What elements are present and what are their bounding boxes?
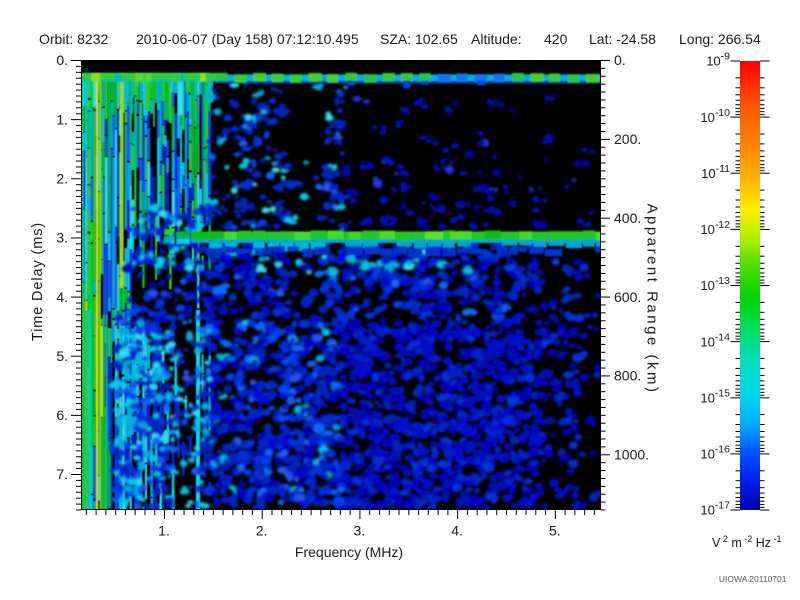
svg-text:Apparent Range (km): Apparent Range (km): [644, 204, 661, 395]
svg-text:1.: 1.: [158, 523, 170, 539]
svg-text:Lat: -24.58: Lat: -24.58: [589, 31, 656, 47]
svg-text:600.: 600.: [614, 289, 641, 305]
svg-text:200.: 200.: [614, 131, 641, 147]
svg-text:Time Delay (ms): Time Delay (ms): [30, 222, 46, 341]
svg-text:3.: 3.: [354, 523, 366, 539]
svg-text:0.: 0.: [614, 52, 626, 68]
svg-text:400.: 400.: [614, 210, 641, 226]
svg-text:2.: 2.: [56, 171, 68, 187]
svg-text:1000.: 1000.: [614, 447, 649, 463]
svg-text:4.: 4.: [56, 289, 68, 305]
svg-text:7.: 7.: [56, 466, 68, 482]
svg-text:Altitude:: Altitude:: [471, 31, 522, 47]
svg-text:Orbit: 8232: Orbit: 8232: [39, 31, 108, 47]
svg-text:Frequency (MHz): Frequency (MHz): [295, 544, 403, 560]
svg-text:2.: 2.: [256, 523, 268, 539]
svg-text:420: 420: [544, 31, 568, 47]
svg-text:6.: 6.: [56, 407, 68, 423]
svg-text:3.: 3.: [56, 230, 68, 246]
svg-text:5.: 5.: [549, 523, 561, 539]
svg-text:SZA: 102.65: SZA: 102.65: [380, 31, 458, 47]
svg-text:0.: 0.: [56, 52, 68, 68]
svg-text:2010-06-07 (Day 158) 07:12:10.: 2010-06-07 (Day 158) 07:12:10.495: [136, 31, 359, 47]
svg-text:800.: 800.: [614, 368, 641, 384]
svg-text:5.: 5.: [56, 348, 68, 364]
svg-text:4.: 4.: [451, 523, 463, 539]
svg-text:Long: 266.54: Long: 266.54: [679, 31, 761, 47]
svg-text:1.: 1.: [56, 111, 68, 127]
